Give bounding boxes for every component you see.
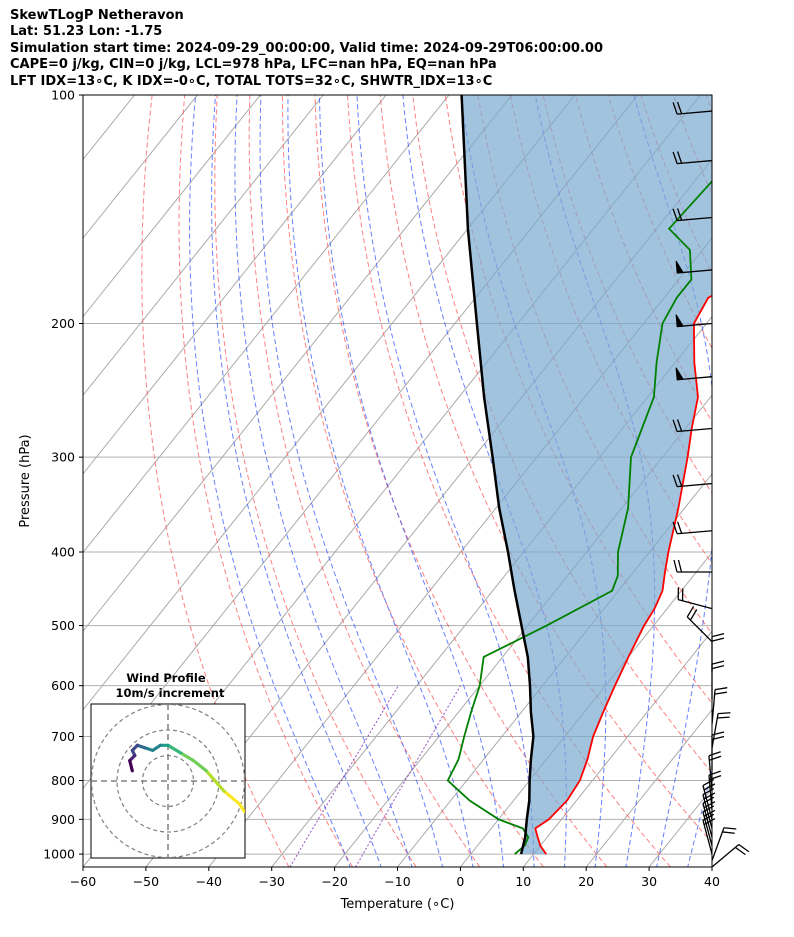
wind-barb	[711, 712, 731, 749]
dry-adiabat	[412, 95, 712, 774]
hodograph-segment	[166, 743, 183, 755]
x-tick-label: −50	[133, 874, 159, 889]
dry-adiabat	[214, 95, 417, 867]
wind-barb	[711, 827, 737, 861]
isotherm-gridline	[83, 95, 513, 632]
isotherm-gridline	[711, 866, 712, 867]
stability-line-1: CAPE=0 j/kg, CIN=0 j/kg, LCL=978 hPa, LF…	[10, 57, 497, 73]
location-line: Lat: 51.23 Lon: -1.75	[10, 24, 163, 40]
hodograph-segment	[179, 751, 196, 763]
x-tick-label: −30	[259, 874, 285, 889]
moist-adiabat	[211, 95, 382, 867]
isotherm-gridline	[83, 95, 387, 475]
time-line: Simulation start time: 2024-09-29_00:00:…	[10, 40, 603, 56]
moist-adiabat	[356, 95, 535, 867]
y-tick-label: 300	[51, 450, 75, 465]
y-tick-label: 200	[51, 316, 75, 331]
y-tick-label: 100	[51, 88, 75, 103]
x-tick-label: 10	[515, 874, 531, 889]
moist-adiabat	[189, 95, 351, 867]
wind-barb	[672, 521, 713, 535]
isotherm-gridline	[83, 95, 261, 318]
x-tick-label: −10	[384, 874, 410, 889]
wind-barb	[711, 843, 750, 868]
chart-title: SkewTLogP Netheravon	[10, 8, 184, 23]
x-tick-label: 40	[704, 874, 720, 889]
moist-adiabat	[633, 95, 712, 867]
moist-adiabat	[234, 95, 413, 867]
wind-barb	[675, 367, 713, 381]
wind-barb	[675, 260, 713, 274]
isotherm-gridline	[522, 630, 712, 867]
y-tick-label: 400	[51, 545, 75, 560]
stability-line-2: LFT IDX=13∘C, K IDX=-0∘C, TOTAL TOTS=32∘…	[10, 73, 493, 89]
wind-barb	[675, 314, 713, 328]
x-axis-label: Temperature (∘C)	[340, 897, 455, 912]
moist-adiabat	[287, 95, 474, 867]
mixing-ratio-line	[355, 685, 461, 867]
isotherm-gridline	[83, 95, 324, 397]
y-tick-label: 1000	[43, 847, 75, 862]
dry-adiabat	[771, 95, 794, 867]
dry-adiabat	[248, 95, 481, 867]
isotherm-gridline	[0, 95, 72, 867]
moist-adiabat	[259, 95, 444, 867]
wind-barb	[686, 605, 713, 643]
y-axis-label: Pressure (hPa)	[18, 434, 33, 527]
wind-barb	[677, 587, 713, 610]
isotherm-gridline	[83, 95, 450, 554]
wind-barb	[672, 101, 713, 115]
moist-adiabat	[718, 95, 794, 869]
inset-title: Wind Profile	[126, 671, 206, 685]
x-tick-label: 20	[578, 874, 594, 889]
dry-adiabat	[281, 95, 544, 867]
wind-barb	[672, 151, 713, 165]
chart-header: SkewTLogP Netheravon Lat: 51.23 Lon: -1.…	[10, 8, 780, 90]
x-tick-label: −20	[321, 874, 347, 889]
wind-barb	[708, 751, 722, 791]
wind-barb	[672, 208, 713, 222]
x-tick-label: 0	[456, 874, 464, 889]
isotherm-gridline	[585, 708, 712, 867]
moist-adiabat	[402, 95, 567, 867]
x-tick-label: −60	[70, 874, 96, 889]
wind-barb	[672, 474, 713, 488]
dry-adiabat	[178, 95, 353, 867]
y-tick-label: 500	[51, 618, 75, 633]
y-tick-label: 900	[51, 812, 75, 827]
isotherm-gridline	[83, 95, 198, 239]
y-tick-label: 600	[51, 678, 75, 693]
wind-barb	[673, 559, 712, 573]
inset-subtitle: 10m/s increment	[116, 686, 225, 700]
wind-barb	[672, 419, 713, 433]
y-tick-label: 800	[51, 773, 75, 788]
y-tick-label: 700	[51, 729, 75, 744]
hodograph-segment	[222, 789, 241, 806]
wind-barb	[711, 687, 728, 725]
moist-adiabat	[318, 95, 505, 867]
dry-adiabat	[314, 95, 608, 867]
x-tick-label: 30	[641, 874, 657, 889]
mixing-ratio-line	[289, 685, 399, 867]
wind-barb	[711, 633, 725, 672]
dry-adiabat	[141, 95, 290, 867]
hodograph-segment	[191, 758, 208, 773]
dry-adiabat	[347, 95, 671, 867]
parcel-profile-line	[460, 95, 535, 855]
cin-shade-area	[461, 95, 712, 855]
x-tick-label: −40	[196, 874, 222, 889]
dry-adiabat	[739, 95, 794, 867]
isotherm-gridline	[397, 473, 712, 867]
dry-adiabat	[705, 95, 712, 113]
hodograph-segment	[204, 769, 226, 793]
temperature-profile-line	[534, 294, 712, 855]
dewpoint-profile-line	[446, 179, 712, 855]
hodograph-segment	[128, 758, 134, 773]
